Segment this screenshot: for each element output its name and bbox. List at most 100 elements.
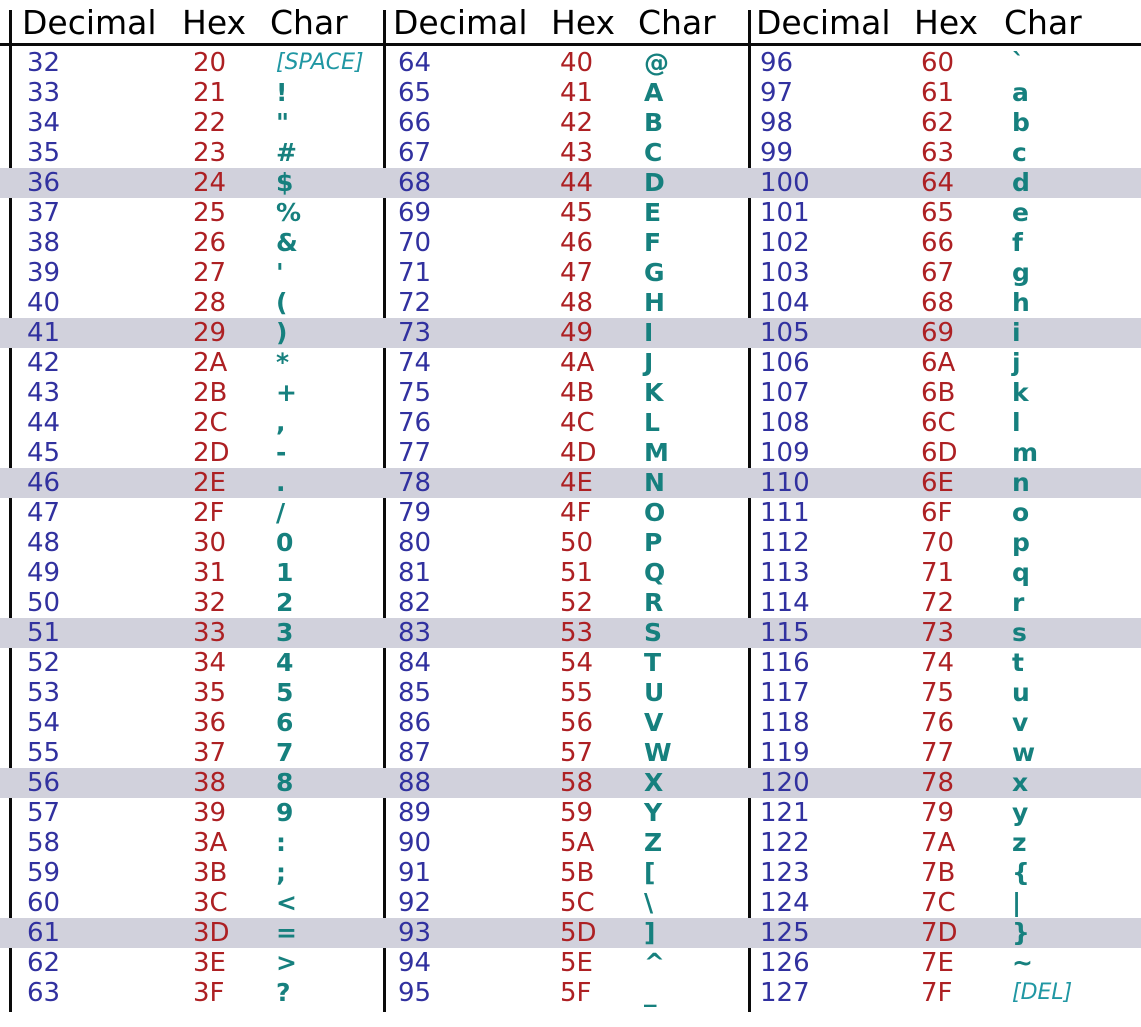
hex-cell: 76 (921, 708, 955, 738)
hex-cell: 2A (193, 348, 228, 378)
decimal-cell: 34 (27, 108, 61, 138)
hex-cell: 50 (560, 528, 594, 558)
hex-cell: 7B (921, 858, 956, 888)
char-cell: y (1012, 798, 1029, 827)
decimal-cell: 63 (27, 978, 61, 1008)
hex-cell: 37 (193, 738, 227, 768)
decimal-cell: 77 (398, 438, 432, 468)
char-cell: } (1012, 918, 1030, 947)
char-cell: z (1012, 828, 1027, 857)
decimal-cell: 54 (27, 708, 61, 738)
decimal-cell: 78 (398, 468, 432, 498)
char-cell: 2 (276, 588, 294, 617)
hex-cell: 54 (560, 648, 594, 678)
decimal-cell: 120 (760, 768, 810, 798)
hex-cell: 49 (560, 318, 594, 348)
decimal-cell: 109 (760, 438, 810, 468)
char-cell: _ (644, 978, 657, 1007)
table-row: 33 21! 65 41 A 97 61 a (0, 78, 1141, 108)
char-cell: . (276, 468, 286, 497)
decimal-cell: 110 (760, 468, 810, 498)
char-cell: ; (276, 858, 286, 887)
decimal-cell: 107 (760, 378, 810, 408)
hex-cell: 5B (560, 858, 595, 888)
hex-cell: 3D (193, 918, 230, 948)
decimal-cell: 102 (760, 228, 810, 258)
decimal-cell: 45 (27, 438, 61, 468)
decimal-cell: 95 (398, 978, 432, 1008)
hex-cell: 33 (193, 618, 227, 648)
header-decimal: Decimal (756, 3, 891, 42)
table-row: 63 3F? 95 5F _ 127 7F [DEL] (0, 978, 1141, 1008)
table-row: 42 2A * 74 4A J 106 6A j (0, 348, 1141, 378)
char-cell: v (1012, 708, 1029, 737)
hex-cell: 45 (560, 198, 594, 228)
table-row: 50 32 2 82 52 R 114 72 r (0, 588, 1141, 618)
hex-cell: 29 (193, 318, 227, 348)
hex-cell: 74 (921, 648, 955, 678)
hex-cell: 7F (921, 978, 953, 1008)
decimal-cell: 56 (27, 768, 61, 798)
char-cell: b (1012, 108, 1030, 137)
decimal-cell: 113 (760, 558, 810, 588)
hex-cell: 5F (560, 978, 592, 1008)
decimal-cell: 83 (398, 618, 432, 648)
char-cell: o (1012, 498, 1030, 527)
hex-cell: 68 (921, 288, 955, 318)
char-cell: k (1012, 378, 1029, 407)
char-cell: % (276, 198, 302, 227)
table-row: 57 39 9 89 59 Y 121 79 y (0, 798, 1141, 828)
char-cell: B (644, 108, 664, 137)
decimal-cell: 122 (760, 828, 810, 858)
hex-cell: 4B (560, 378, 595, 408)
table-row: 41 29) 73 49 I 105 69 i (0, 318, 1141, 348)
decimal-cell: 111 (760, 498, 810, 528)
table-row: 38 26 & 70 46 F 102 66 f (0, 228, 1141, 258)
decimal-cell: 125 (760, 918, 810, 948)
hex-cell: 39 (193, 798, 227, 828)
char-cell: V (644, 708, 664, 737)
table-row: 49 31 1 81 51 Q 113 71 q (0, 558, 1141, 588)
hex-cell: 5A (560, 828, 595, 858)
char-cell: - (276, 438, 287, 467)
decimal-cell: 48 (27, 528, 61, 558)
column-separator-line-3 (748, 10, 751, 1012)
hex-cell: 6B (921, 378, 956, 408)
char-cell: u (1012, 678, 1030, 707)
decimal-cell: 57 (27, 798, 61, 828)
hex-cell: 5E (560, 948, 593, 978)
decimal-cell: 61 (27, 918, 61, 948)
decimal-cell: 117 (760, 678, 810, 708)
decimal-cell: 35 (27, 138, 61, 168)
char-cell: [ (644, 858, 656, 887)
decimal-cell: 44 (27, 408, 61, 438)
decimal-cell: 39 (27, 258, 61, 288)
hex-cell: 31 (193, 558, 227, 588)
char-cell: S (644, 618, 663, 647)
char-cell: D (644, 168, 665, 197)
char-cell: j (1012, 348, 1021, 377)
header-hex: Hex (182, 3, 247, 42)
decimal-cell: 106 (760, 348, 810, 378)
decimal-cell: 32 (27, 48, 61, 78)
char-cell: K (644, 378, 664, 407)
char-cell: f (1012, 228, 1023, 257)
decimal-cell: 82 (398, 588, 432, 618)
decimal-cell: 58 (27, 828, 61, 858)
table-row: 44 2C, 76 4C L 108 6C l (0, 408, 1141, 438)
decimal-cell: 94 (398, 948, 432, 978)
decimal-cell: 118 (760, 708, 810, 738)
table-row: 46 2E. 78 4E N 110 6E n (0, 468, 1141, 498)
table-row: 58 3A: 90 5A Z 122 7A z (0, 828, 1141, 858)
char-cell: # (276, 138, 297, 167)
char-cell: 9 (276, 798, 294, 827)
hex-cell: 67 (921, 258, 955, 288)
decimal-cell: 85 (398, 678, 432, 708)
hex-cell: 20 (193, 48, 227, 78)
decimal-cell: 74 (398, 348, 432, 378)
decimal-cell: 119 (760, 738, 810, 768)
char-cell: 7 (276, 738, 294, 767)
char-cell: h (1012, 288, 1030, 317)
char-cell: ) (276, 318, 288, 347)
